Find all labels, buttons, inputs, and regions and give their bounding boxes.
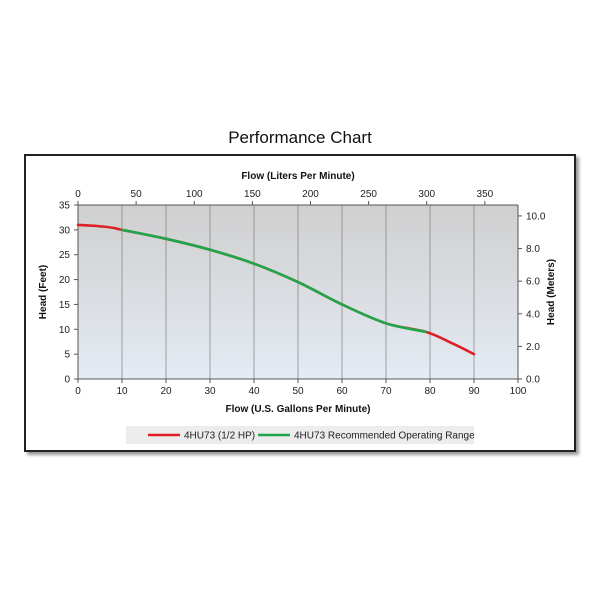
y-tick-label: 20: [59, 275, 71, 286]
legend: 4HU73 (1/2 HP) 4HU73 Recommended Operati…: [126, 426, 475, 444]
x-tick-label: 0: [75, 386, 81, 397]
y-tick-label: 30: [59, 225, 71, 236]
y2-tick-label: 8.0: [526, 244, 540, 255]
x-tick-label: 50: [292, 386, 304, 397]
y2-tick-label: 4.0: [526, 309, 540, 320]
x2-tick-label: 150: [244, 189, 261, 200]
x-tick-label: 40: [248, 386, 260, 397]
x2-tick-label: 350: [477, 189, 494, 200]
series-line-recommended-range: [120, 228, 427, 334]
y-tick-label: 15: [59, 300, 71, 311]
chart-frame: 0 10 20 30 40 50 60 70 80 90 100 0 5 10 15 20 25 30 35 0 50 1…: [24, 154, 576, 452]
x-tick-label: 100: [510, 386, 527, 397]
x2-tick-label: 0: [75, 189, 81, 200]
y-axis-title: Head (Feet): [38, 265, 49, 319]
x-tick-label: 90: [468, 386, 480, 397]
y-tick-label: 35: [59, 201, 71, 212]
y2-tick-label: 2.0: [526, 342, 540, 353]
x-tick-label: 10: [116, 386, 128, 397]
x2-tick-label: 250: [360, 189, 377, 200]
x-tick-label: 20: [160, 386, 172, 397]
grid-lines: [121, 205, 475, 379]
series-lines: [76, 223, 476, 356]
x2-tick-label: 300: [418, 189, 435, 200]
y2-tick-label: 10.0: [526, 211, 546, 222]
y2-tick-label: 6.0: [526, 277, 540, 288]
chart-title: Performance Chart: [228, 128, 372, 147]
y-tick-label: 25: [59, 250, 71, 261]
legend-label-recommended-range: 4HU73 Recommended Operating Range: [294, 431, 475, 442]
y2-axis-title: Head (Meters): [546, 259, 557, 325]
x-tick-label: 60: [336, 386, 348, 397]
x2-tick-label: 100: [186, 189, 203, 200]
y-tick-label: 0: [64, 375, 70, 386]
x-axis-title: Flow (U.S. Gallons Per Minute): [225, 404, 370, 415]
y-tick-label: 5: [64, 350, 70, 361]
legend-box: [126, 426, 474, 444]
x2-tick-label: 50: [131, 189, 143, 200]
x2-tick-label: 200: [302, 189, 319, 200]
x2-axis-title: Flow (Liters Per Minute): [241, 171, 354, 182]
y2-tick-label: 0.0: [526, 375, 540, 386]
x-tick-label: 70: [380, 386, 392, 397]
legend-label-4hu73: 4HU73 (1/2 HP): [184, 431, 255, 442]
x-tick-label: 80: [424, 386, 436, 397]
x-tick-label: 30: [204, 386, 216, 397]
y-tick-label: 10: [59, 325, 71, 336]
